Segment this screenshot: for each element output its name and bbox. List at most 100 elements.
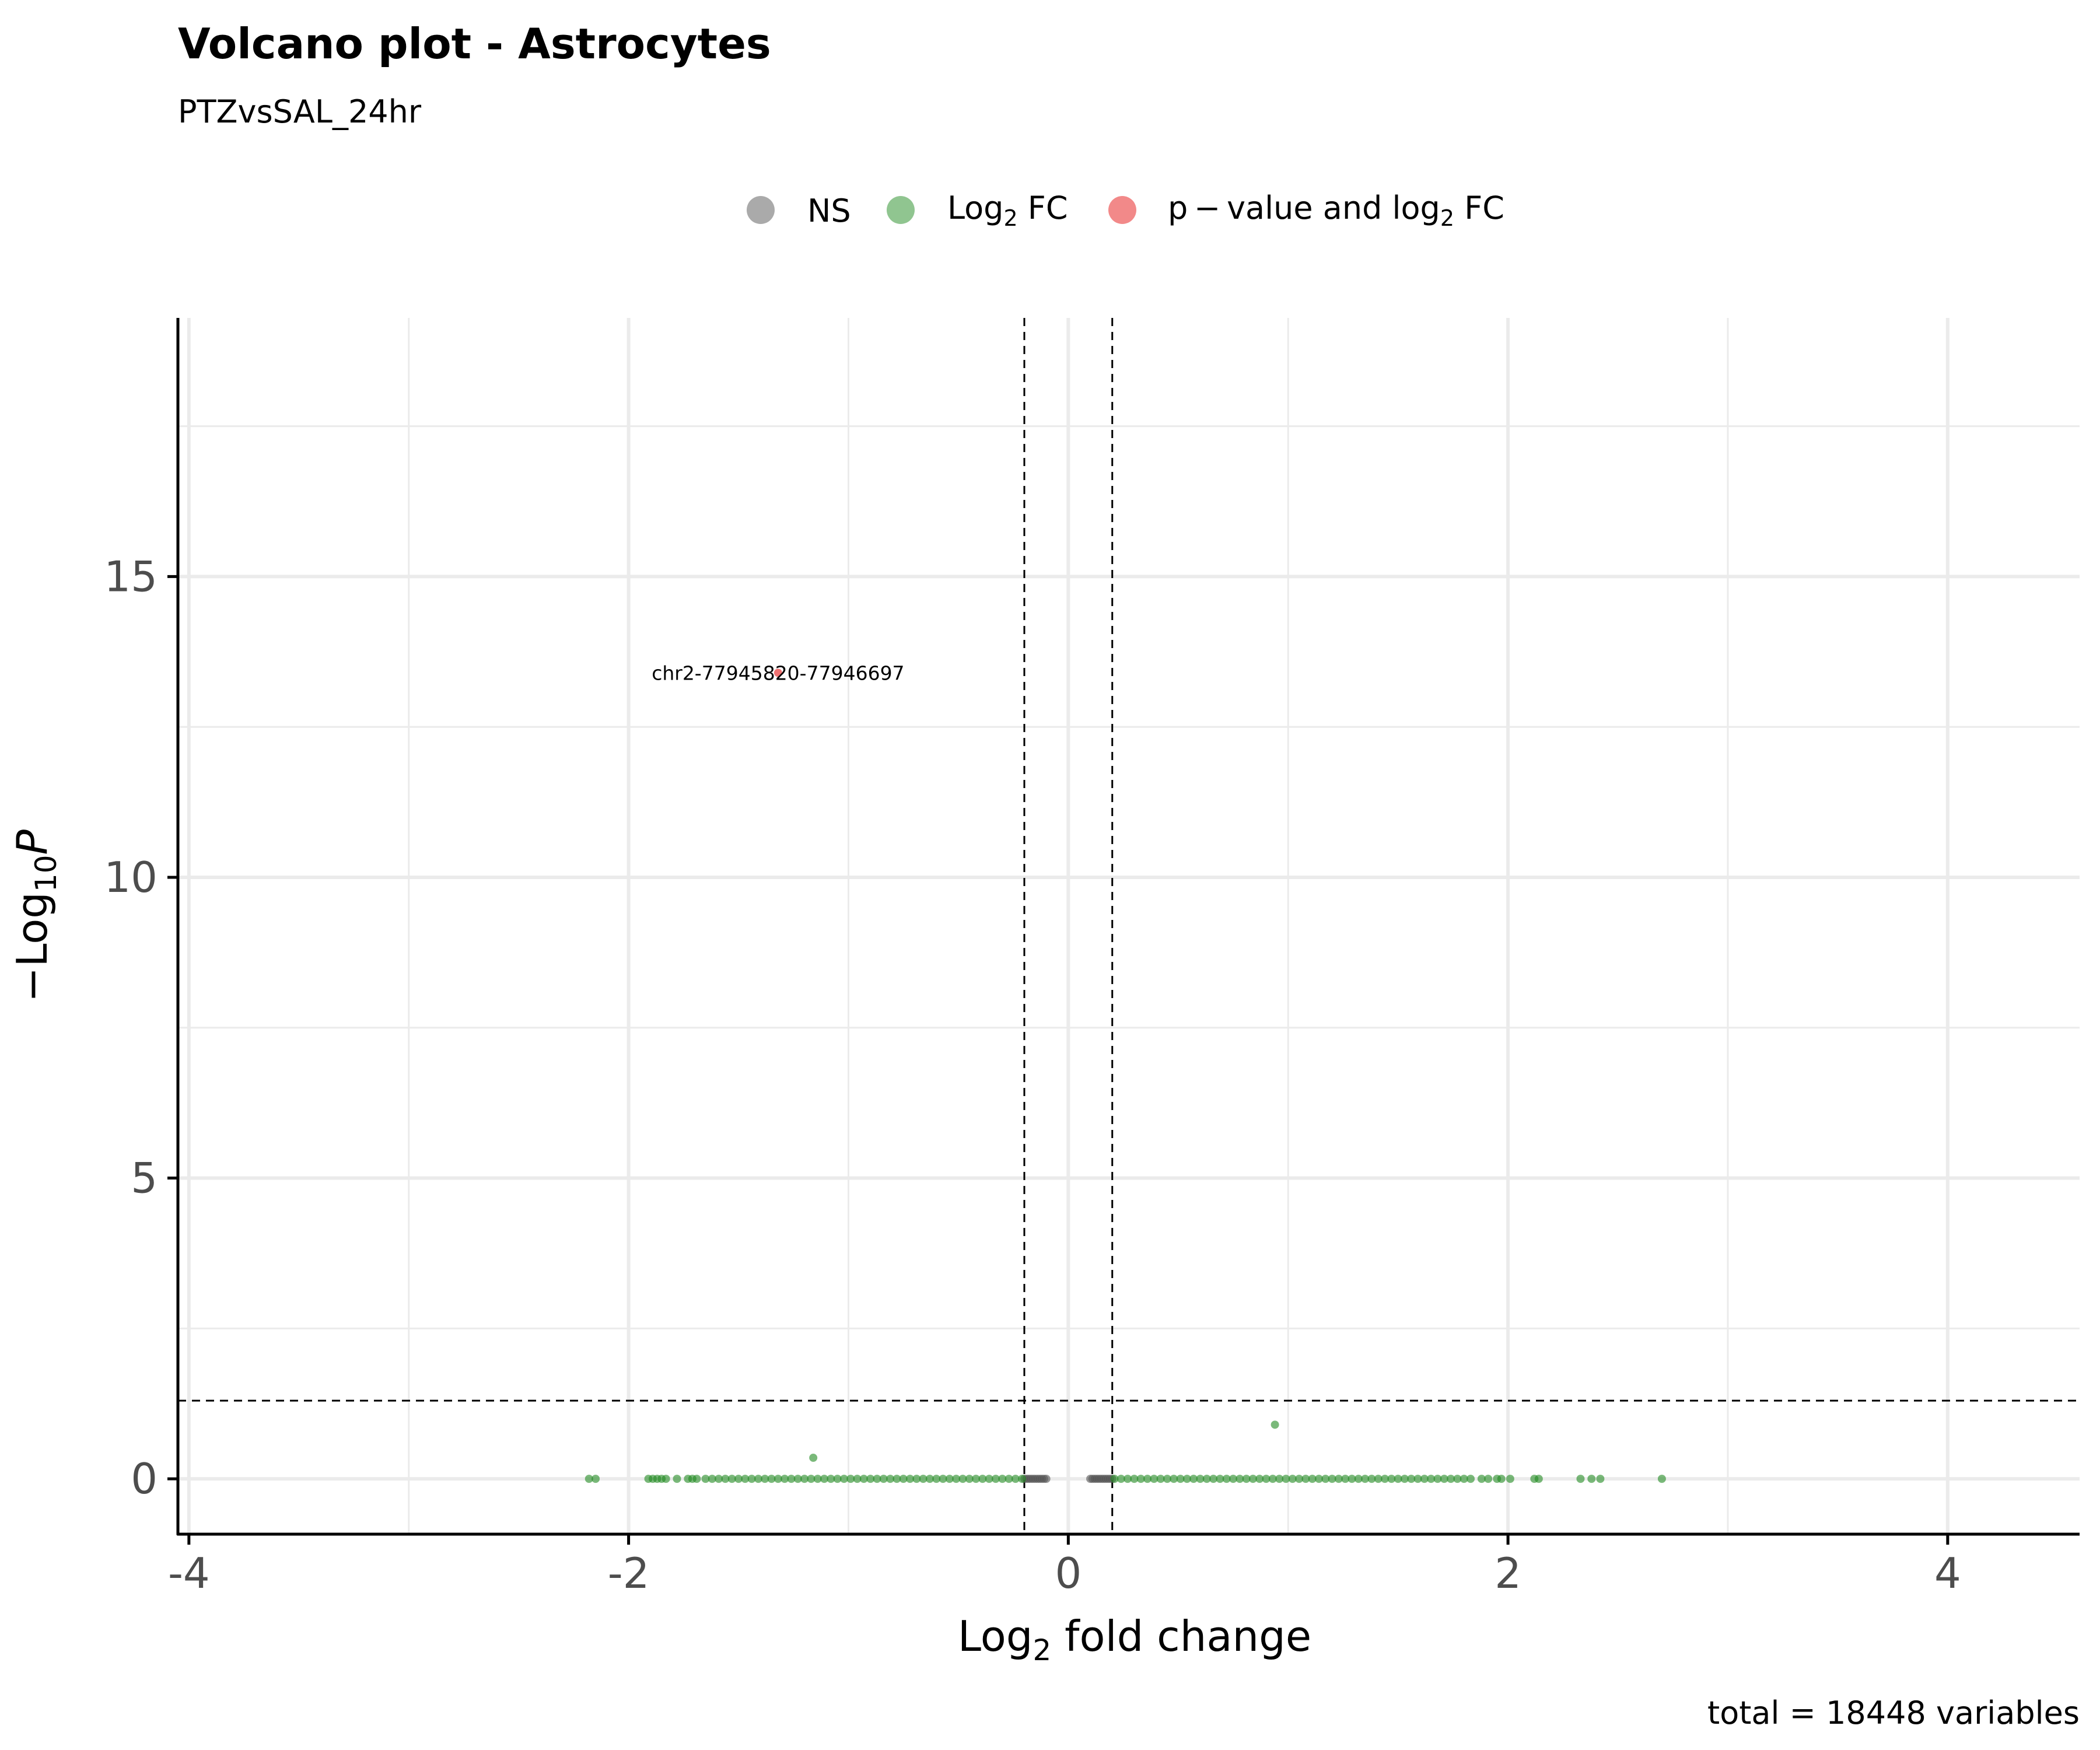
legend-key-fc: [887, 196, 915, 224]
data-point: [1354, 1475, 1363, 1483]
data-point: [1420, 1475, 1429, 1483]
data-point: [1042, 1475, 1051, 1483]
data-point: [1576, 1475, 1585, 1483]
data-point: [1587, 1475, 1596, 1483]
minor-gridlines: [178, 318, 2080, 1534]
data-point: [592, 1475, 600, 1483]
y-tick-label: 15: [104, 552, 158, 601]
data-point: [958, 1475, 967, 1483]
y-tick-label: 10: [104, 853, 158, 902]
data-point: [1497, 1475, 1506, 1483]
data-point: [1202, 1475, 1211, 1483]
data-point: [1270, 1420, 1279, 1429]
data-point: [1130, 1475, 1139, 1483]
data-point: [1440, 1475, 1448, 1483]
data-point: [1229, 1475, 1238, 1483]
data-point: [1361, 1475, 1370, 1483]
data-point: [1011, 1475, 1020, 1483]
data-point: [991, 1475, 1000, 1483]
data-point: [1182, 1475, 1191, 1483]
data-point: [1236, 1475, 1244, 1483]
data-point: [774, 668, 782, 677]
data-point: [820, 1475, 829, 1483]
data-point: [715, 1475, 723, 1483]
x-tick-label: 2: [1494, 1549, 1521, 1598]
data-point: [1427, 1475, 1436, 1483]
data-point: [1433, 1475, 1442, 1483]
point-label: chr2-77945820-77946697: [652, 662, 904, 684]
data-point: [1400, 1475, 1409, 1483]
data-point: [839, 1475, 848, 1483]
data-point: [1275, 1475, 1284, 1483]
y-axis-ticks: 0 5 10 15: [104, 552, 178, 1503]
data-point: [1407, 1475, 1416, 1483]
data-point: [1447, 1475, 1455, 1483]
data-point: [985, 1475, 993, 1483]
data-point: [912, 1475, 921, 1483]
data-point: [1156, 1475, 1165, 1483]
data-point: [1136, 1475, 1145, 1483]
data-point: [734, 1475, 743, 1483]
data-point: [1116, 1475, 1125, 1483]
data-point: [932, 1475, 941, 1483]
data-point: [972, 1475, 981, 1483]
data-point: [1255, 1475, 1264, 1483]
data-point: [1018, 1475, 1027, 1483]
data-point: [708, 1475, 716, 1483]
data-point: [899, 1475, 908, 1483]
data-point: [774, 1475, 782, 1483]
data-point: [1341, 1475, 1350, 1483]
data-point: [1484, 1475, 1493, 1483]
data-point: [873, 1475, 881, 1483]
legend-key-ns: [747, 196, 775, 224]
cutoff-lines: [178, 318, 2080, 1534]
data-point: [1170, 1475, 1178, 1483]
data-point: [1453, 1475, 1462, 1483]
data-point: [673, 1475, 681, 1483]
data-points: chr2-77945820-77946697: [584, 662, 1666, 1483]
data-point: [1466, 1475, 1475, 1483]
data-point: [1387, 1475, 1396, 1483]
data-point: [780, 1475, 789, 1483]
data-point: [1348, 1475, 1356, 1483]
y-axis-title: −Log10P: [8, 829, 63, 1002]
data-point: [1315, 1475, 1323, 1483]
data-point: [787, 1475, 796, 1483]
data-point: [1295, 1475, 1304, 1483]
data-point: [1005, 1475, 1013, 1483]
data-point: [701, 1475, 710, 1483]
legend-label-ns: NS: [807, 192, 851, 229]
data-point: [793, 1475, 802, 1483]
data-point: [1657, 1475, 1666, 1483]
data-point: [1308, 1475, 1317, 1483]
legend-key-pfc: [1108, 196, 1136, 224]
data-point: [1381, 1475, 1390, 1483]
data-point: [1110, 1475, 1119, 1483]
axes: [176, 318, 2080, 1536]
data-point: [859, 1475, 868, 1483]
data-point: [1143, 1475, 1152, 1483]
x-axis-title: Log2 fold change: [958, 1612, 1311, 1667]
data-point: [866, 1475, 875, 1483]
data-point: [1268, 1475, 1277, 1483]
data-point: [1460, 1475, 1468, 1483]
data-point: [1209, 1475, 1218, 1483]
data-point: [662, 1475, 670, 1483]
data-point: [1282, 1475, 1290, 1483]
x-tick-label: -4: [168, 1549, 210, 1598]
data-point: [1506, 1475, 1514, 1483]
y-tick-label: 5: [131, 1154, 158, 1203]
legend-label-pfc: p − value and log2 FC: [1168, 190, 1504, 231]
data-point: [747, 1475, 756, 1483]
data-point: [1248, 1475, 1257, 1483]
x-tick-label: -2: [608, 1549, 650, 1598]
data-point: [1222, 1475, 1231, 1483]
data-point: [767, 1475, 776, 1483]
data-point: [965, 1475, 974, 1483]
data-point: [833, 1475, 842, 1483]
data-point: [853, 1475, 862, 1483]
data-point: [1288, 1475, 1297, 1483]
data-point: [1189, 1475, 1198, 1483]
